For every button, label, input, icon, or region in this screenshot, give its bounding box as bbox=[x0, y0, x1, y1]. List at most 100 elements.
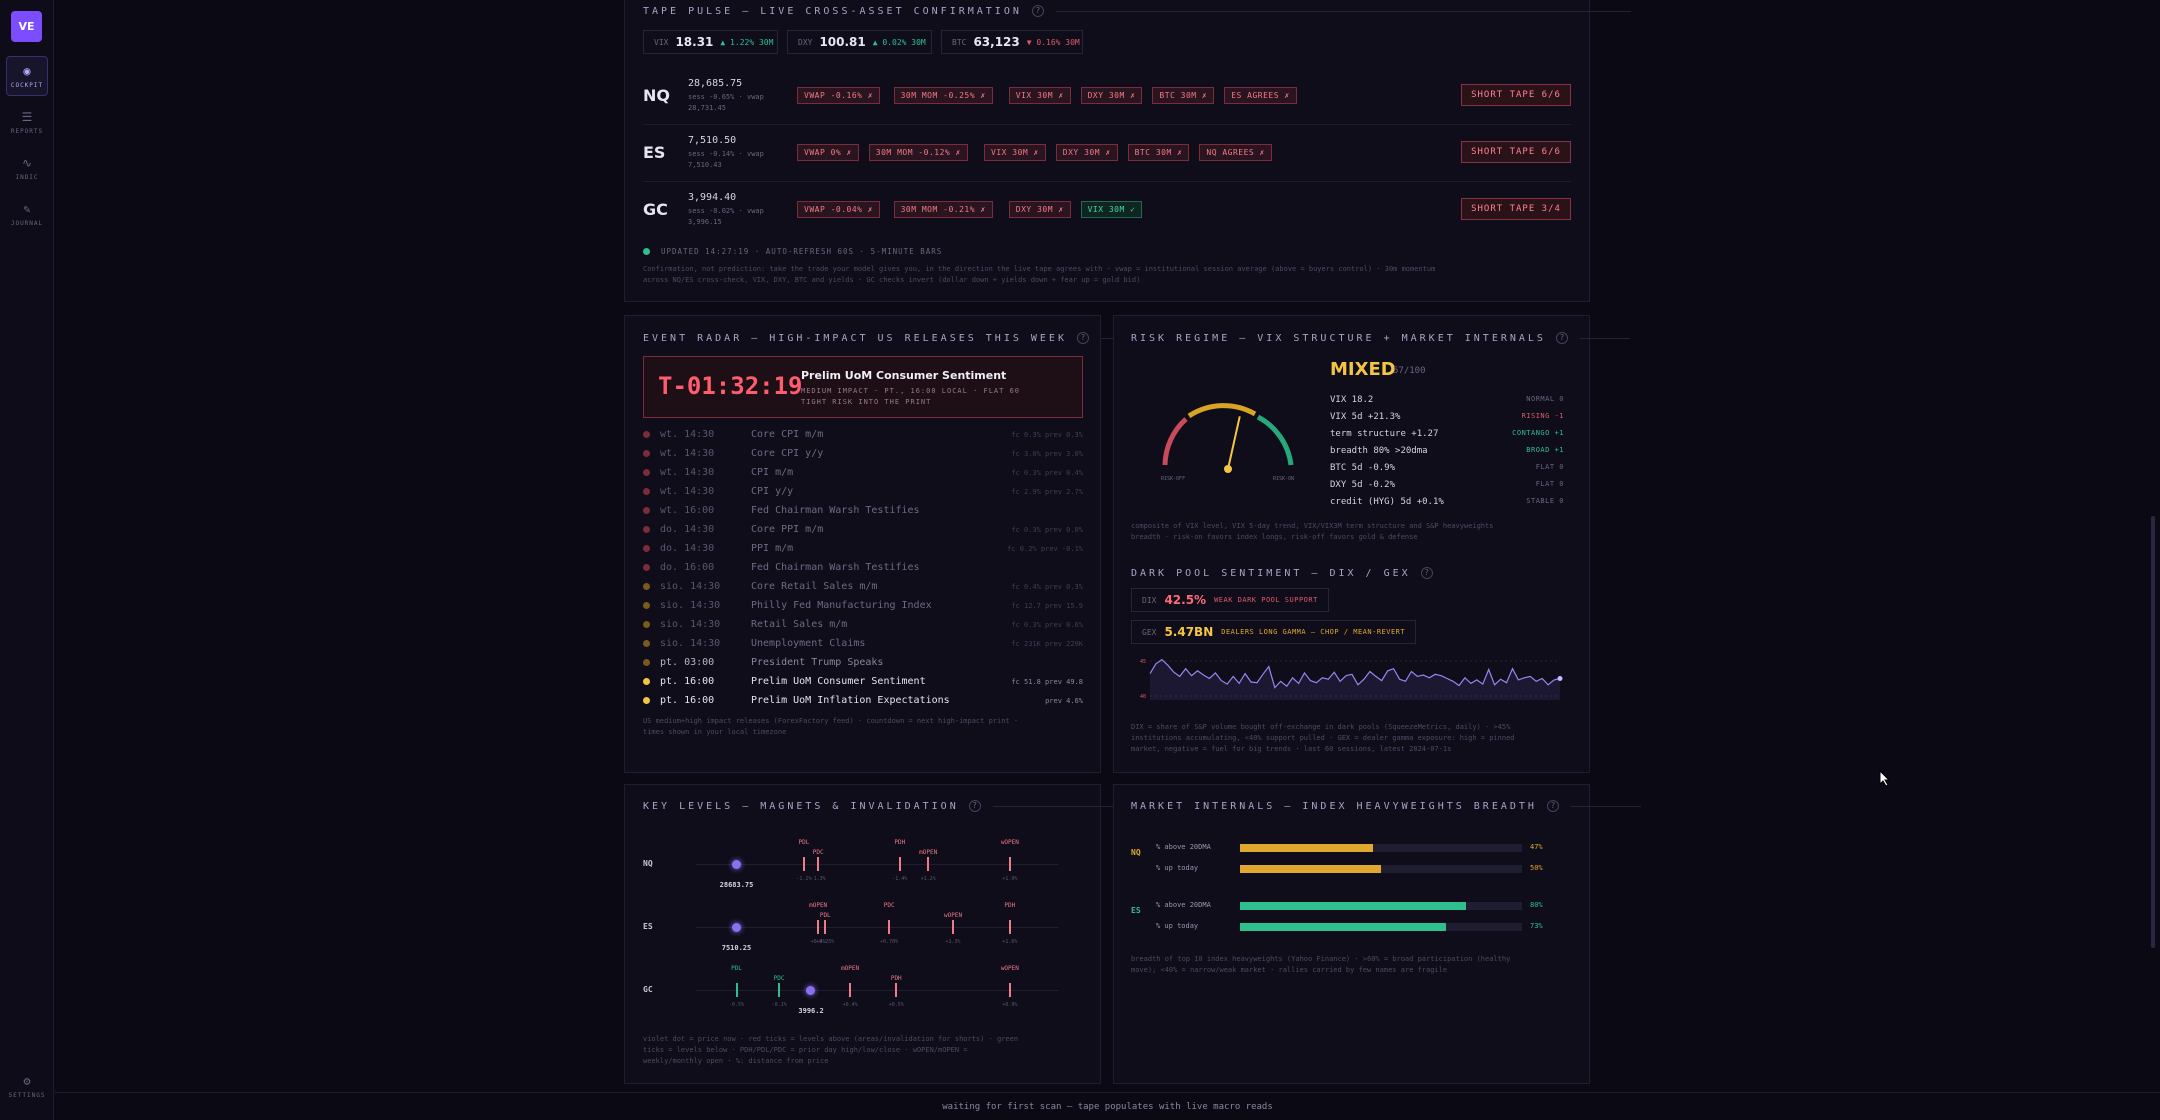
event-row[interactable]: sio. 14:30 Unemployment Claims fc 231K pre… bbox=[643, 635, 1083, 652]
nav-label: SETTINGS bbox=[8, 1091, 46, 1099]
nav-settings[interactable]: ⚙ SETTINGS bbox=[6, 1066, 48, 1106]
level-distance: +1.3% bbox=[945, 939, 961, 945]
event-row[interactable]: wt. 14:30 Core CPI m/m fc 0.3% prev 0.3% bbox=[643, 426, 1083, 443]
event-row[interactable]: wt. 14:30 CPI m/m fc 0.3% prev 0.4% bbox=[643, 464, 1083, 481]
help-icon[interactable]: ? bbox=[1546, 800, 1559, 812]
level-tick bbox=[817, 857, 820, 871]
event-row[interactable]: pt. 16:00 Prelim UoM Inflation Expectatio… bbox=[643, 692, 1083, 709]
impact-dot bbox=[643, 431, 650, 438]
level-tick bbox=[888, 920, 891, 934]
event-time: sio. 14:30 bbox=[660, 581, 721, 592]
event-row[interactable]: sio. 14:30 Philly Fed Manufacturing Index… bbox=[643, 597, 1083, 614]
level-name: mOPEN bbox=[809, 902, 828, 909]
cursor-icon bbox=[1879, 770, 1891, 787]
level-tick bbox=[1008, 920, 1011, 934]
event-row[interactable]: do. 16:00 Fed Chairman Warsh Testifies bbox=[643, 559, 1083, 576]
event-time: pt. 03:00 bbox=[660, 657, 715, 668]
help-icon[interactable]: ? bbox=[1076, 332, 1089, 344]
event-name: CPI m/m bbox=[751, 467, 794, 478]
tape-price: 28,685.75 bbox=[688, 78, 743, 89]
event-name: Retail Sales m/m bbox=[751, 619, 848, 630]
breadth-title: MARKET INTERNALS — INDEX HEAVYWEIGHTS BR… bbox=[1131, 800, 1641, 812]
event-row[interactable]: wt. 14:30 CPI y/y fc 2.9% prev 2.7% bbox=[643, 483, 1083, 500]
help-icon[interactable]: ? bbox=[1420, 567, 1433, 579]
impact-dot bbox=[643, 450, 650, 457]
breadth-symbol: ES bbox=[1131, 906, 1141, 915]
tape-price: 3,994.40 bbox=[688, 192, 737, 203]
event-time: wt. 14:30 bbox=[660, 429, 715, 440]
short-tape-button[interactable]: SHORT TAPE 3/4 bbox=[1461, 198, 1571, 220]
event-name: Fed Chairman Warsh Testifies bbox=[751, 505, 920, 516]
main-scroll-area[interactable]: TAPE PULSE — LIVE CROSS-ASSET CONFIRMATI… bbox=[0, 0, 2160, 1092]
event-row[interactable]: pt. 16:00 Prelim UoM Consumer Sentiment fc… bbox=[643, 673, 1083, 690]
impact-dot bbox=[643, 621, 650, 628]
event-time: do. 14:30 bbox=[660, 543, 715, 554]
confirmation-tag: NQ AGREES ✗ bbox=[1199, 144, 1272, 161]
gex-chip: GEX 5.47BN DEALERS LONG GAMMA — CHOP / MEA… bbox=[1131, 620, 1417, 644]
confirmation-tag: DXY 30M ✗ bbox=[1008, 201, 1071, 218]
level-distance: -1.3% bbox=[810, 876, 826, 882]
short-tape-button[interactable]: SHORT TAPE 6/6 bbox=[1461, 84, 1571, 106]
internal-row: credit (HYG) 5d +0.1% STABLE 0 bbox=[1330, 497, 1564, 507]
nav-reports[interactable]: ☰ REPORTS bbox=[6, 102, 48, 142]
sidebar: VE ◉ COCKPIT ☰ REPORTS ∿ INDIC ✎ JOURNAL ⚙ SE… bbox=[0, 0, 54, 1120]
tape-price: 7,510.50 bbox=[688, 135, 737, 146]
internal-metric: DXY 5d -0.2% bbox=[1330, 480, 1396, 490]
event-name: Fed Chairman Warsh Testifies bbox=[751, 562, 920, 573]
event-forecast: fc 0.3% prev 0.3% bbox=[1011, 430, 1083, 439]
gauge-needle bbox=[1227, 416, 1241, 470]
impact-dot bbox=[643, 659, 650, 666]
level-symbol: ES bbox=[643, 922, 653, 931]
level-name: PDL bbox=[798, 839, 810, 846]
gauge-right-label: RISK-ON bbox=[1273, 476, 1294, 482]
breadth-label: % above 20DMA bbox=[1156, 901, 1211, 909]
breadth-value: 47% bbox=[1530, 843, 1543, 851]
event-row[interactable]: pt. 03:00 President Trump Speaks bbox=[643, 654, 1083, 671]
impact-dot bbox=[643, 602, 650, 609]
scrollbar-thumb[interactable] bbox=[2151, 516, 2155, 948]
nav-cockpit[interactable]: ◉ COCKPIT bbox=[6, 56, 48, 96]
help-icon[interactable]: ? bbox=[1555, 332, 1568, 344]
internal-row: breadth 80% >20dma BROAD +1 bbox=[1330, 446, 1564, 456]
level-distance: +0.9% bbox=[1002, 1002, 1018, 1008]
level-distance: +1.9% bbox=[1002, 876, 1018, 882]
event-row[interactable]: sio. 14:30 Retail Sales m/m fc 0.3% prev 0… bbox=[643, 616, 1083, 633]
price-dot bbox=[806, 986, 816, 995]
internal-signal: STABLE 0 bbox=[1526, 497, 1564, 505]
level-name: PDC bbox=[812, 849, 824, 856]
row-divider bbox=[643, 124, 1571, 125]
short-tape-button[interactable]: SHORT TAPE 6/6 bbox=[1461, 141, 1571, 163]
event-row[interactable]: wt. 16:00 Fed Chairman Warsh Testifies bbox=[643, 502, 1083, 519]
event-time: sio. 14:30 bbox=[660, 619, 721, 630]
event-row[interactable]: do. 14:30 PPI m/m fc 0.2% prev -0.1% bbox=[643, 540, 1083, 557]
event-time: pt. 16:00 bbox=[660, 695, 715, 706]
list-icon: ☰ bbox=[21, 109, 33, 124]
internal-metric: credit (HYG) 5d +0.1% bbox=[1330, 497, 1444, 507]
internal-metric: VIX 18.2 bbox=[1330, 395, 1374, 405]
level-distance: +0.4% bbox=[842, 1002, 858, 1008]
nav-indic[interactable]: ∿ INDIC bbox=[6, 148, 48, 188]
level-axis bbox=[696, 990, 1059, 991]
tape-symbol: GC bbox=[643, 200, 668, 219]
nav-journal[interactable]: ✎ JOURNAL bbox=[6, 194, 48, 234]
key-levels-title: KEY LEVELS — MAGNETS & INVALIDATION? bbox=[643, 800, 1138, 812]
internal-signal: FLAT 0 bbox=[1535, 480, 1564, 488]
risk-note: breadth · risk-on favors index longs, ri… bbox=[1131, 533, 1418, 541]
event-forecast: fc 2.9% prev 2.7% bbox=[1011, 487, 1083, 496]
level-tick bbox=[817, 920, 820, 934]
confirmation-tag: BTC 30M ✗ bbox=[1152, 87, 1215, 104]
regime-label: MIXED bbox=[1330, 359, 1396, 380]
help-icon[interactable]: ? bbox=[1031, 5, 1044, 17]
level-distance: +0.4% bbox=[810, 939, 826, 945]
help-icon[interactable]: ? bbox=[968, 800, 981, 812]
event-name: CPI y/y bbox=[751, 486, 794, 497]
dix-latest-point bbox=[1557, 676, 1563, 681]
confirmation-tag: 30M MOM -0.21% ✗ bbox=[893, 201, 993, 218]
app-logo[interactable]: VE bbox=[11, 11, 42, 42]
pen-icon: ✎ bbox=[23, 201, 31, 216]
event-row[interactable]: do. 14:30 Core PPI m/m fc 0.3% prev 0.0% bbox=[643, 521, 1083, 538]
event-row[interactable]: wt. 14:30 Core CPI y/y fc 3.0% prev 3.0% bbox=[643, 445, 1083, 462]
event-row[interactable]: sio. 14:30 Core Retail Sales m/m fc 0.4% p… bbox=[643, 578, 1083, 595]
level-symbol: GC bbox=[643, 985, 653, 994]
level-tick bbox=[927, 857, 930, 871]
